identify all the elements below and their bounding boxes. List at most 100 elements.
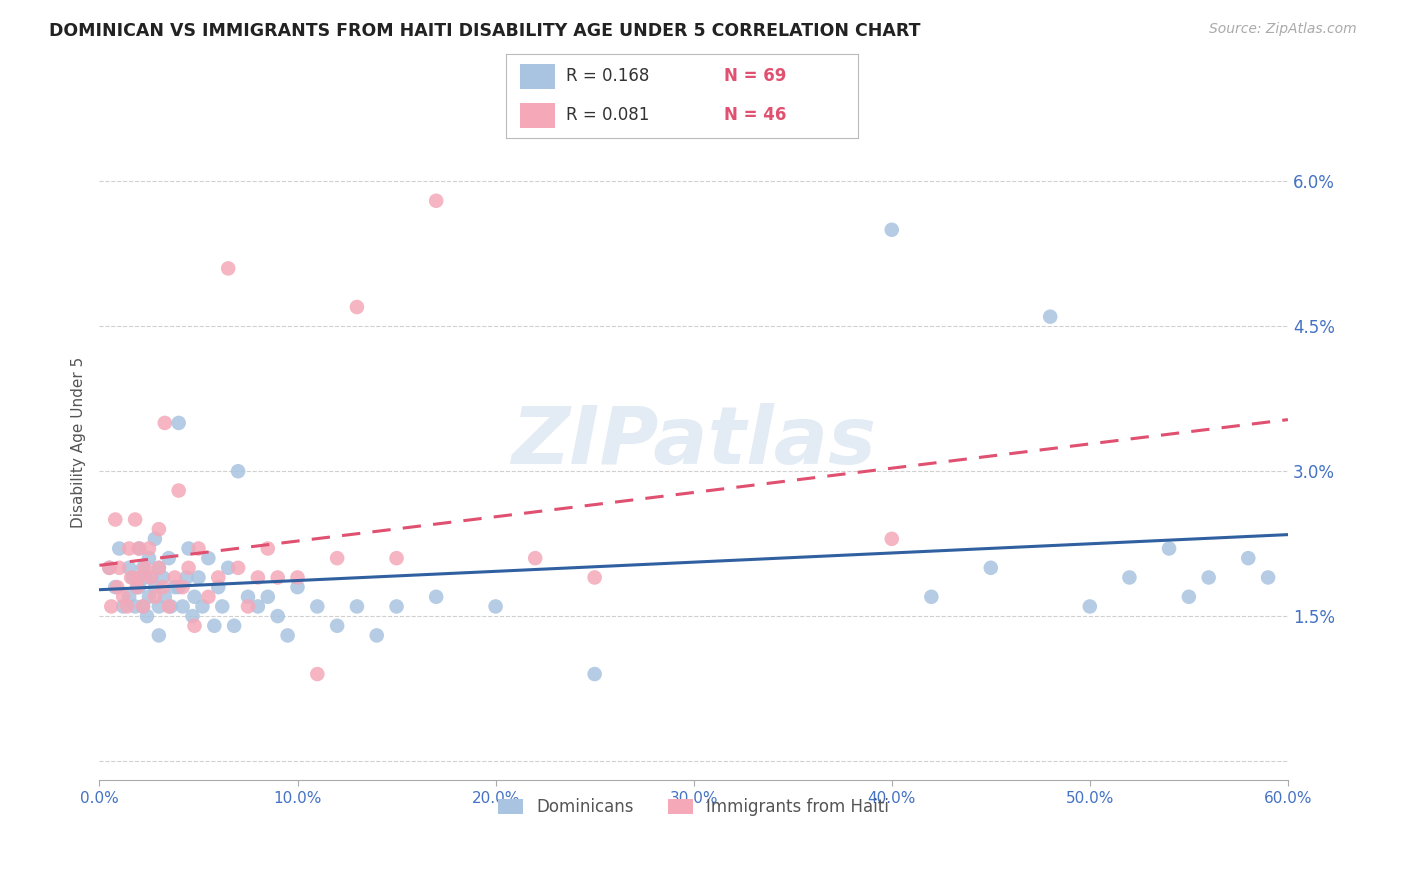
Point	[112, 590, 135, 604]
Point	[267, 609, 290, 624]
Point	[120, 570, 142, 584]
Point	[132, 561, 155, 575]
Point	[128, 541, 150, 556]
Point	[187, 570, 209, 584]
Point	[172, 599, 194, 614]
Point	[484, 599, 506, 614]
Point	[246, 570, 269, 584]
Point	[256, 541, 278, 556]
Point	[236, 590, 259, 604]
Point	[157, 551, 180, 566]
Point	[197, 551, 219, 566]
Point	[148, 561, 170, 575]
Point	[177, 541, 200, 556]
Point	[226, 464, 249, 478]
Point	[128, 580, 150, 594]
Point	[1078, 599, 1101, 614]
Point	[880, 223, 903, 237]
Point	[224, 619, 246, 633]
Point	[287, 580, 309, 594]
Text: DOMINICAN VS IMMIGRANTS FROM HAITI DISABILITY AGE UNDER 5 CORRELATION CHART: DOMINICAN VS IMMIGRANTS FROM HAITI DISAB…	[49, 22, 921, 40]
Point	[197, 590, 219, 604]
Point	[425, 194, 447, 208]
Point	[920, 590, 942, 604]
Y-axis label: Disability Age Under 5: Disability Age Under 5	[72, 357, 86, 528]
Point	[167, 580, 190, 594]
Point	[138, 590, 160, 604]
Legend: Dominicans, Immigrants from Haiti: Dominicans, Immigrants from Haiti	[492, 791, 896, 822]
Point	[1039, 310, 1062, 324]
Point	[153, 590, 176, 604]
Point	[125, 580, 148, 594]
Point	[980, 561, 1002, 575]
Point	[132, 599, 155, 614]
Point	[138, 551, 160, 566]
Point	[124, 599, 146, 614]
Point	[108, 541, 131, 556]
Point	[108, 561, 131, 575]
Text: R = 0.081: R = 0.081	[565, 106, 650, 124]
Point	[346, 599, 368, 614]
Point	[326, 551, 349, 566]
Point	[153, 416, 176, 430]
Point	[307, 599, 329, 614]
Point	[163, 580, 186, 594]
Point	[346, 300, 368, 314]
Point	[583, 570, 606, 584]
Point	[1198, 570, 1220, 584]
Text: N = 46: N = 46	[724, 106, 786, 124]
Point	[425, 590, 447, 604]
Point	[287, 570, 309, 584]
FancyBboxPatch shape	[520, 103, 555, 128]
Point	[1178, 590, 1201, 604]
Point	[217, 561, 239, 575]
Point	[152, 580, 174, 594]
Point	[202, 619, 225, 633]
Point	[104, 512, 127, 526]
Point	[132, 599, 155, 614]
Point	[148, 522, 170, 536]
Point	[143, 590, 166, 604]
Point	[1157, 541, 1180, 556]
Point	[236, 599, 259, 614]
Text: N = 69: N = 69	[724, 68, 786, 86]
Point	[134, 570, 156, 584]
Point	[139, 570, 162, 584]
Point	[256, 590, 278, 604]
Point	[207, 580, 229, 594]
Point	[128, 541, 150, 556]
Point	[307, 667, 329, 681]
Point	[366, 628, 388, 642]
Point	[105, 580, 128, 594]
Point	[138, 541, 160, 556]
Point	[183, 619, 205, 633]
Point	[246, 599, 269, 614]
Point	[207, 570, 229, 584]
Point	[125, 580, 148, 594]
Point	[183, 590, 205, 604]
Point	[122, 570, 145, 584]
Point	[167, 483, 190, 498]
Point	[115, 599, 138, 614]
Point	[143, 580, 166, 594]
Point	[187, 541, 209, 556]
Point	[524, 551, 547, 566]
Point	[98, 561, 121, 575]
Point	[267, 570, 290, 584]
FancyBboxPatch shape	[520, 63, 555, 89]
Point	[385, 599, 408, 614]
Point	[172, 580, 194, 594]
Point	[191, 599, 214, 614]
Point	[1257, 570, 1279, 584]
Point	[98, 561, 121, 575]
Point	[139, 570, 162, 584]
Point	[112, 599, 135, 614]
Point	[176, 570, 198, 584]
Point	[177, 561, 200, 575]
Point	[128, 570, 150, 584]
Point	[152, 570, 174, 584]
Text: ZIPatlas: ZIPatlas	[512, 403, 876, 482]
Point	[211, 599, 233, 614]
Text: Source: ZipAtlas.com: Source: ZipAtlas.com	[1209, 22, 1357, 37]
Point	[167, 416, 190, 430]
